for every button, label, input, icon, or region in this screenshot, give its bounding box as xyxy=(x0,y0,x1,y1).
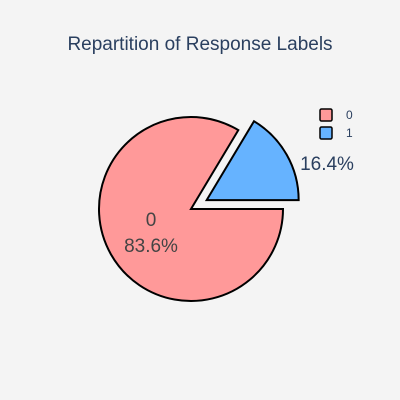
slice-label-1-percent: 16.4% xyxy=(300,154,354,175)
legend-label-0: 0 xyxy=(346,108,353,122)
legend-swatch-0 xyxy=(320,109,332,121)
legend-item-0[interactable]: 0 xyxy=(320,108,353,122)
legend[interactable]: 01 xyxy=(320,108,353,140)
legend-label-1: 1 xyxy=(346,126,353,140)
legend-swatch-1 xyxy=(320,127,332,139)
pie-slices xyxy=(99,117,299,301)
legend-item-1[interactable]: 1 xyxy=(320,126,353,140)
chart-title: Repartition of Response Labels xyxy=(67,34,332,55)
slice-label-0-percent: 83.6% xyxy=(124,236,178,257)
slice-label-0-name: 0 xyxy=(146,210,157,231)
